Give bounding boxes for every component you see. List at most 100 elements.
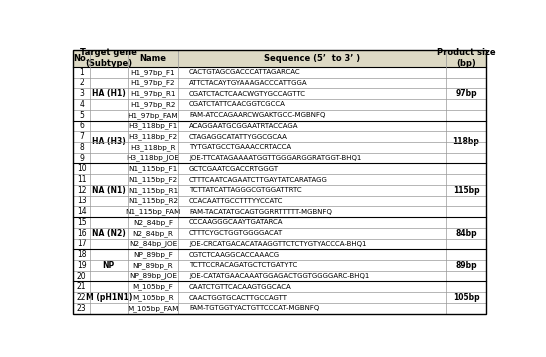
Bar bbox=[446, 292, 486, 303]
Bar bbox=[73, 217, 90, 228]
Bar bbox=[73, 77, 90, 88]
Text: JOE-CRCATGACACATAAGGTTCTCTYGTYACCCA-BHQ1: JOE-CRCATGACACATAAGGTTCTCTYGTYACCCA-BHQ1 bbox=[189, 241, 366, 247]
Text: 2: 2 bbox=[79, 79, 84, 87]
Bar bbox=[178, 164, 446, 174]
Text: CTTTCYGCTGGTGGGGACAT: CTTTCYGCTGGTGGGGACAT bbox=[189, 230, 283, 236]
Bar bbox=[178, 142, 446, 153]
Text: 7: 7 bbox=[79, 132, 84, 141]
Text: 12: 12 bbox=[77, 186, 86, 195]
Text: 15: 15 bbox=[77, 218, 86, 227]
Bar bbox=[178, 99, 446, 110]
Bar bbox=[73, 50, 90, 67]
Bar bbox=[73, 292, 90, 303]
Text: 97bp: 97bp bbox=[455, 89, 477, 98]
Text: CGATCTACTCAACWGTYGCCAGTTC: CGATCTACTCAACWGTYGCCAGTTC bbox=[189, 91, 306, 97]
Bar bbox=[90, 50, 128, 67]
Text: N1_115bp_F1: N1_115bp_F1 bbox=[128, 165, 177, 172]
Bar bbox=[73, 228, 90, 238]
Text: 23: 23 bbox=[77, 304, 86, 313]
Text: H3_118bp_JOE: H3_118bp_JOE bbox=[127, 155, 180, 161]
Bar bbox=[73, 142, 90, 153]
Bar bbox=[178, 131, 446, 142]
Bar bbox=[446, 121, 486, 131]
Bar bbox=[73, 196, 90, 206]
Text: CCCAAGGGCAAYTGATARCA: CCCAAGGGCAAYTGATARCA bbox=[189, 220, 283, 225]
Bar bbox=[90, 174, 128, 185]
Bar bbox=[128, 50, 178, 67]
Text: Sequence (5’  to 3’ ): Sequence (5’ to 3’ ) bbox=[264, 54, 360, 63]
Bar bbox=[128, 153, 178, 164]
Text: NA (N2): NA (N2) bbox=[92, 228, 126, 238]
Text: M (pH1N1): M (pH1N1) bbox=[86, 293, 132, 302]
Bar bbox=[446, 77, 486, 88]
Text: CCACAATTGCCTTTYYCCATC: CCACAATTGCCTTTYYCCATC bbox=[189, 198, 283, 204]
Text: 13: 13 bbox=[77, 196, 86, 206]
Bar bbox=[90, 249, 128, 260]
Bar bbox=[446, 196, 486, 206]
Text: H3_118bp_R: H3_118bp_R bbox=[130, 144, 176, 151]
Text: CAACTGGTGCACTTGCCAGTT: CAACTGGTGCACTTGCCAGTT bbox=[189, 295, 288, 301]
Bar bbox=[446, 88, 486, 99]
Text: FAM-TGTGGTYACTGTTCCCAT-MGBNFQ: FAM-TGTGGTYACTGTTCCCAT-MGBNFQ bbox=[189, 305, 319, 311]
Text: 10: 10 bbox=[77, 164, 86, 173]
Text: 11: 11 bbox=[77, 175, 86, 184]
Bar bbox=[178, 228, 446, 238]
Bar bbox=[178, 206, 446, 217]
Bar bbox=[90, 110, 128, 121]
Bar bbox=[446, 153, 486, 164]
Bar bbox=[73, 110, 90, 121]
Bar bbox=[178, 77, 446, 88]
Bar bbox=[446, 99, 486, 110]
Bar bbox=[73, 260, 90, 271]
Bar bbox=[178, 260, 446, 271]
Text: 84bp: 84bp bbox=[455, 228, 477, 238]
Bar bbox=[73, 153, 90, 164]
Text: 105bp: 105bp bbox=[453, 293, 479, 302]
Text: NP_89bp_F: NP_89bp_F bbox=[133, 251, 173, 258]
Text: 9: 9 bbox=[79, 154, 84, 162]
Bar bbox=[446, 238, 486, 249]
Text: Product size
(bp): Product size (bp) bbox=[437, 48, 495, 68]
Text: M_105bp_R: M_105bp_R bbox=[132, 294, 174, 301]
Text: TYTGATGCCTGAAACCRTACCA: TYTGATGCCTGAAACCRTACCA bbox=[189, 144, 291, 150]
Bar bbox=[178, 67, 446, 77]
Bar bbox=[90, 131, 128, 142]
Text: H3_118bp_F2: H3_118bp_F2 bbox=[128, 133, 177, 140]
Bar bbox=[446, 142, 486, 153]
Text: M_105bp_F: M_105bp_F bbox=[133, 283, 174, 290]
Text: N1_115bp_FAM: N1_115bp_FAM bbox=[126, 208, 181, 215]
Text: 17: 17 bbox=[77, 240, 86, 248]
Text: CTTTCAATCAGAATCTTGAYTATCARATAGG: CTTTCAATCAGAATCTTGAYTATCARATAGG bbox=[189, 176, 328, 182]
Bar bbox=[128, 217, 178, 228]
Bar bbox=[90, 271, 128, 281]
Bar bbox=[90, 121, 128, 131]
Bar bbox=[446, 281, 486, 292]
Text: H1_97bp_R2: H1_97bp_R2 bbox=[130, 101, 176, 108]
Bar bbox=[90, 196, 128, 206]
Text: N1_115bp_R2: N1_115bp_R2 bbox=[128, 197, 178, 204]
Bar bbox=[90, 206, 128, 217]
Bar bbox=[90, 292, 128, 303]
Text: TCTTCCRACAGATGCTCTGATYTC: TCTTCCRACAGATGCTCTGATYTC bbox=[189, 262, 297, 268]
Bar bbox=[73, 164, 90, 174]
Bar bbox=[128, 228, 178, 238]
Text: JOE-TTCATAGAAAATGGTTGGGARGGRATGGT-BHQ1: JOE-TTCATAGAAAATGGTTGGGARGGRATGGT-BHQ1 bbox=[189, 155, 361, 161]
Bar bbox=[446, 303, 486, 313]
Text: 1: 1 bbox=[79, 68, 84, 77]
Text: 16: 16 bbox=[77, 228, 86, 238]
Text: H1_97bp_F2: H1_97bp_F2 bbox=[130, 80, 175, 86]
Text: ACAGGAATGCGGAATRTACCAGA: ACAGGAATGCGGAATRTACCAGA bbox=[189, 123, 299, 129]
Bar bbox=[178, 196, 446, 206]
Bar bbox=[128, 185, 178, 196]
Bar bbox=[178, 88, 446, 99]
Bar bbox=[90, 303, 128, 313]
Bar bbox=[446, 228, 486, 238]
Bar bbox=[128, 110, 178, 121]
Text: 89bp: 89bp bbox=[455, 261, 477, 270]
Text: H3_118bp_F1: H3_118bp_F1 bbox=[128, 122, 177, 129]
Bar bbox=[446, 217, 486, 228]
Bar bbox=[128, 281, 178, 292]
Bar bbox=[178, 292, 446, 303]
Text: H1_97bp_R1: H1_97bp_R1 bbox=[130, 90, 176, 97]
Bar bbox=[128, 77, 178, 88]
